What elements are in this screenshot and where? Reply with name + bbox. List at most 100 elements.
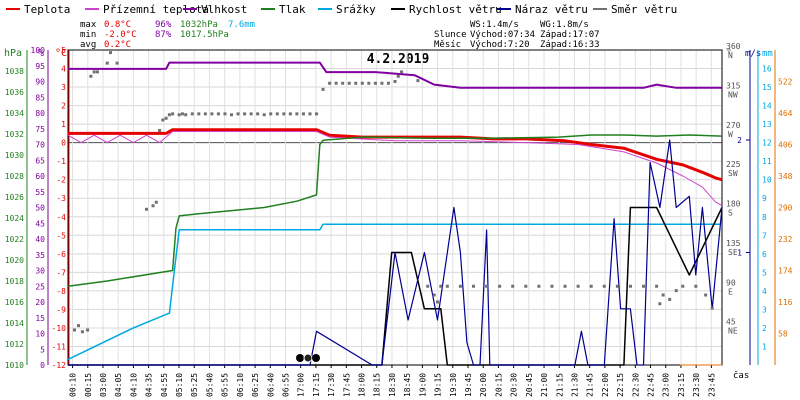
dir-point	[642, 284, 646, 288]
hpa-tick-label: 1024	[5, 214, 24, 223]
stats-max-temp: 0.8°C	[104, 20, 131, 30]
dir-point	[674, 289, 678, 293]
x-tick-label: 04:10	[129, 373, 138, 397]
x-tick-label: 21:00	[540, 373, 549, 397]
dir-point	[373, 81, 377, 85]
dir-point	[190, 112, 194, 116]
dir-point	[86, 328, 90, 332]
temp-tick-label: -6	[56, 250, 66, 259]
dir-point	[511, 284, 515, 288]
mm-tick-label: 6	[762, 250, 767, 259]
dir-point	[537, 284, 541, 288]
dir-point	[95, 70, 99, 74]
mm-tick-label: 13	[762, 120, 772, 129]
dir-point	[243, 112, 247, 116]
dir-point	[308, 112, 312, 116]
dir-point	[109, 51, 113, 55]
pct-tick-label: 30	[35, 267, 45, 276]
x-tick-label: 17:45	[342, 373, 351, 397]
dir-point	[668, 297, 672, 301]
pct-tick-label: 10	[35, 330, 45, 339]
dir-point	[524, 284, 528, 288]
pct-tick-label: 40	[35, 235, 45, 244]
stats-max-label: max	[80, 20, 97, 30]
x-tick-label: 21:15	[555, 373, 564, 397]
stats-avg-label: avg	[80, 40, 96, 50]
x-tick-label: 05:10	[175, 373, 184, 397]
pct-tick-label: 80	[35, 109, 45, 118]
info-moon-rise: Východ:7:20	[470, 40, 530, 50]
dir-point	[396, 74, 400, 78]
moon-marker	[296, 354, 304, 362]
dir-point	[76, 324, 80, 328]
dir-point	[151, 204, 155, 208]
pct-tick-label: 90	[35, 78, 45, 87]
x-tick-label: 22:15	[616, 373, 625, 397]
dir-point	[223, 112, 227, 116]
dir-point	[197, 112, 201, 116]
axis-title-deg: °	[726, 48, 732, 59]
x-tick-label: 22:00	[601, 373, 610, 397]
x-tick-label: 18:30	[388, 373, 397, 397]
dir-point	[230, 113, 233, 117]
x-tick-label: 05:55	[221, 373, 230, 397]
temp-tick-label: -5	[56, 231, 66, 240]
dir-point	[334, 81, 338, 85]
dir-point	[386, 81, 390, 85]
wm2-tick-label: 174	[778, 267, 793, 276]
dir-point	[216, 112, 220, 116]
x-tick-label: 19:15	[434, 373, 443, 397]
dir-point	[576, 284, 580, 288]
pct-tick-label: 100	[31, 46, 46, 55]
deg-tick-label: 315	[726, 81, 741, 90]
pct-tick-label: 5	[40, 345, 45, 354]
hpa-tick-label: 1026	[5, 193, 24, 202]
hpa-tick-label: 1028	[5, 172, 24, 181]
x-tick-label: 18:15	[373, 373, 382, 397]
temp-tick-label: 1	[61, 120, 66, 129]
dir-point	[445, 284, 449, 288]
hpa-tick-label: 1010	[5, 361, 24, 370]
axis-title-hpa: hPa	[4, 48, 22, 59]
x-tick-label: 04:35	[145, 373, 154, 397]
axis-title-temp: °C	[55, 48, 67, 59]
pct-tick-label: 15	[35, 314, 45, 323]
dir-point	[203, 112, 207, 116]
temp-tick-label: -4	[56, 213, 66, 222]
x-tick-label: 04:55	[160, 373, 169, 397]
deg-tick-label: 225	[726, 160, 741, 169]
x-tick-label: 06:55	[281, 373, 290, 397]
hpa-tick-label: 1022	[5, 235, 24, 244]
dir-tick-label: NE	[728, 327, 738, 336]
info-sun-rise: Východ:07:34	[470, 30, 535, 40]
pct-tick-label: 45	[35, 219, 45, 228]
dir-point	[655, 284, 659, 288]
pct-tick-label: 0	[40, 361, 45, 370]
axis-title-mm: mm	[762, 49, 773, 59]
dir-tick-label: E	[728, 287, 733, 296]
dir-tick-label: NW	[728, 90, 738, 99]
chart-title: 4.2.2019	[367, 52, 430, 67]
x-tick-label: 05:25	[190, 373, 199, 397]
pct-tick-label: 85	[35, 93, 45, 102]
dir-point	[360, 81, 364, 85]
dir-point	[458, 284, 462, 288]
series-rain	[67, 223, 722, 361]
x-tick-label: 19:00	[418, 373, 427, 397]
dir-point	[161, 118, 165, 122]
x-tick-label: 03:00	[99, 373, 108, 397]
wm2-tick-label: 522	[778, 78, 793, 87]
deg-tick-label: 180	[726, 200, 741, 209]
temp-tick-label: -9	[56, 305, 66, 314]
x-tick-label: 05:40	[205, 373, 214, 397]
x-tick-label: 19:30	[449, 373, 458, 397]
dir-point	[275, 112, 279, 116]
dir-point	[328, 81, 332, 85]
dir-point	[80, 330, 84, 334]
mm-tick-label: 11	[762, 157, 772, 166]
dir-point	[704, 293, 708, 297]
deg-tick-label: 270	[726, 121, 741, 130]
mm-tick-label: 7	[762, 231, 767, 240]
info-moon-label: Měsíc	[434, 40, 461, 50]
mm-tick-label: 5	[762, 268, 767, 277]
